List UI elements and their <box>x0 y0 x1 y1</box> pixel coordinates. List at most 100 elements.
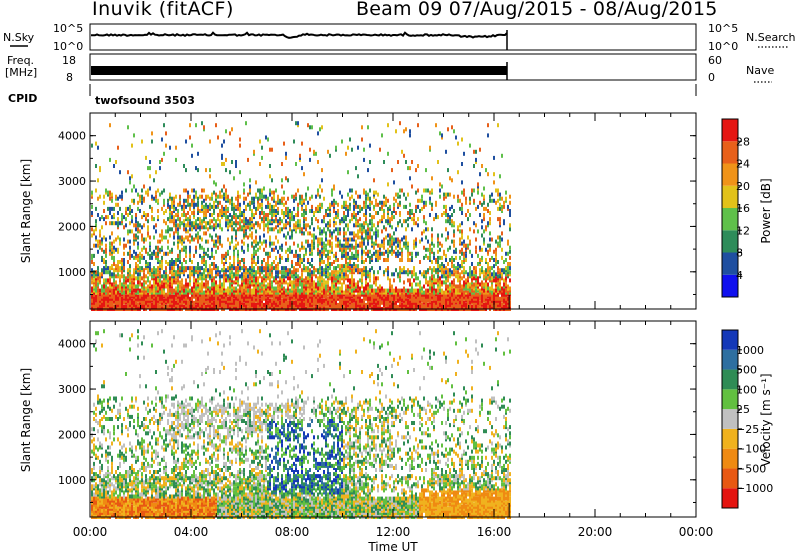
heatmap-cell <box>277 284 279 289</box>
heatmap-cell <box>133 184 135 189</box>
heatmap-cell <box>411 251 413 256</box>
heatmap-cell <box>215 123 217 128</box>
heatmap-cell <box>225 272 227 277</box>
heatmap-cell <box>333 202 335 207</box>
heatmap-cell <box>377 270 379 275</box>
heatmap-cell <box>359 227 361 232</box>
heatmap-cell <box>141 296 143 301</box>
heatmap-cell <box>159 160 161 164</box>
heatmap-cell <box>403 219 405 224</box>
heatmap-cell <box>149 302 151 307</box>
heatmap-cell <box>363 221 365 226</box>
heatmap-cell <box>207 272 209 277</box>
heatmap-cell <box>207 227 209 232</box>
heatmap-cell <box>311 251 313 256</box>
heatmap-cell <box>431 202 433 207</box>
heatmap-cell <box>245 296 247 301</box>
heatmap-cell <box>391 239 393 244</box>
heatmap-cell <box>341 296 343 301</box>
heatmap-cell <box>267 260 269 264</box>
heatmap-cell <box>453 302 455 307</box>
heatmap-cell <box>341 292 343 297</box>
heatmap-cell <box>295 223 297 228</box>
heatmap-cell <box>269 268 271 273</box>
heatmap-cell <box>161 245 163 250</box>
heatmap-cell <box>347 204 349 209</box>
heatmap-cell <box>215 280 217 285</box>
heatmap-cell <box>97 249 99 254</box>
heatmap-cell <box>199 243 201 248</box>
heatmap-cell <box>303 198 305 203</box>
heatmap-cell <box>317 304 319 309</box>
heatmap-cell <box>175 292 177 297</box>
heatmap-cell <box>137 227 139 232</box>
heatmap-cell <box>437 278 439 283</box>
heatmap-cell <box>425 302 427 307</box>
heatmap-cell <box>299 280 301 285</box>
heatmap-cell <box>157 198 159 203</box>
heatmap-cell <box>121 266 123 271</box>
heatmap-cell <box>271 298 273 303</box>
heatmap-cell <box>139 282 141 287</box>
heatmap-cell <box>283 215 285 220</box>
heatmap-cell <box>161 137 163 142</box>
heatmap-cell <box>277 229 279 234</box>
heatmap-cell <box>349 243 351 248</box>
heatmap-cell <box>215 225 217 230</box>
heatmap-cell <box>249 296 251 301</box>
heatmap-cell <box>231 227 233 232</box>
heatmap-cell <box>249 288 251 293</box>
heatmap-cell <box>99 217 101 222</box>
heatmap-cell <box>417 292 419 297</box>
heatmap-cell <box>219 223 221 228</box>
heatmap-cell <box>199 221 201 226</box>
heatmap-cell <box>245 302 247 307</box>
heatmap-cell <box>357 268 359 273</box>
heatmap-cell <box>387 288 389 293</box>
heatmap-cell <box>433 296 435 301</box>
heatmap-cell <box>409 302 411 307</box>
heatmap-cell <box>313 227 315 232</box>
heatmap-cell <box>107 206 109 211</box>
heatmap-cell <box>427 239 429 244</box>
heatmap-cell <box>159 292 161 297</box>
heatmap-cell <box>285 241 287 246</box>
heatmap-cell <box>235 213 237 217</box>
heatmap-cell <box>347 274 349 279</box>
heatmap-cell <box>393 302 395 307</box>
heatmap-cell <box>327 288 329 293</box>
heatmap-cell <box>123 268 125 273</box>
heatmap-cell <box>297 262 299 266</box>
heatmap-cell <box>105 247 107 252</box>
heatmap-cell <box>433 243 435 248</box>
heatmap-cell <box>383 225 385 230</box>
heatmap-cell <box>443 204 445 209</box>
heatmap-cell <box>147 251 149 256</box>
heatmap-cell <box>309 272 311 277</box>
heatmap-cell <box>203 268 205 273</box>
heatmap-cell <box>123 304 125 309</box>
heatmap-cell <box>157 268 159 273</box>
heatmap-cell <box>431 278 433 283</box>
heatmap-cell <box>149 166 151 171</box>
heatmap-cell <box>333 217 335 222</box>
heatmap-cell <box>423 219 425 224</box>
heatmap-cell <box>105 188 107 193</box>
heatmap-cell <box>145 264 147 269</box>
heatmap-cell <box>351 282 353 287</box>
heatmap-cell <box>377 288 379 293</box>
heatmap-cell <box>135 233 137 238</box>
heatmap-cell <box>339 268 341 273</box>
heatmap-cell <box>361 278 363 283</box>
heatmap-cell <box>331 270 333 275</box>
heatmap-cell <box>243 219 245 224</box>
heatmap-cell <box>321 202 323 207</box>
heatmap-cell <box>417 251 419 256</box>
heatmap-cell <box>295 121 297 126</box>
heatmap-cell <box>185 292 187 297</box>
heatmap-cell <box>267 288 269 293</box>
heatmap-cell <box>347 284 349 289</box>
heatmap-cell <box>363 272 365 277</box>
heatmap-cell <box>355 268 357 273</box>
heatmap-cell <box>333 284 335 289</box>
